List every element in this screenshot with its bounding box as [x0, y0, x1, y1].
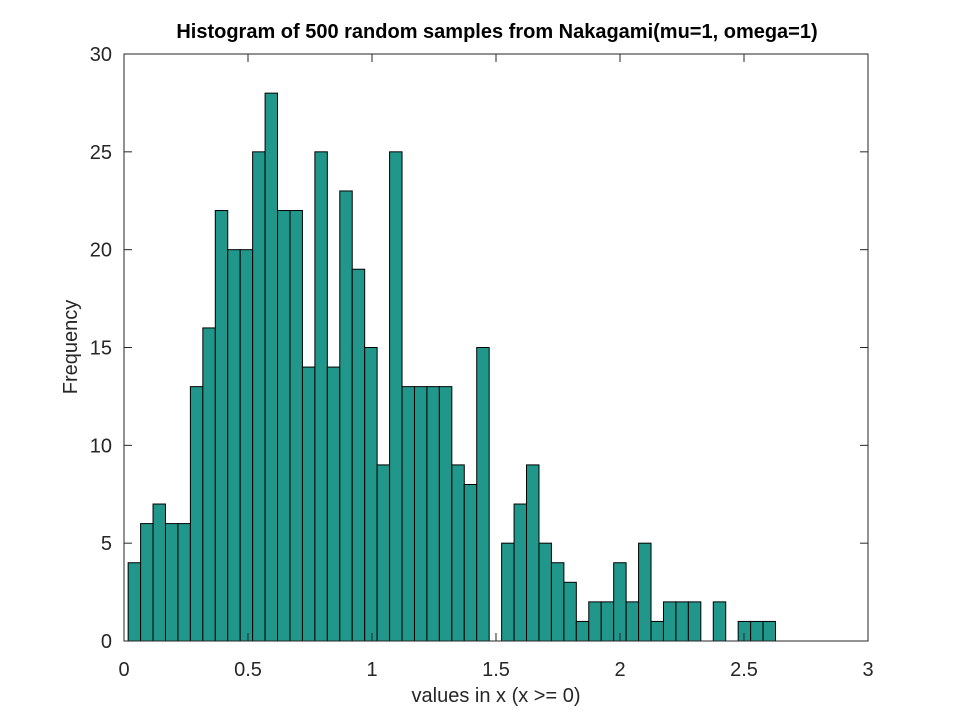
histogram-bar [650, 620, 664, 642]
histogram-bar [252, 151, 266, 642]
histogram-bar [675, 601, 689, 642]
histogram-bar [613, 562, 627, 642]
y-tick-label: 0 [101, 631, 112, 653]
y-tick-label: 15 [90, 338, 112, 360]
histogram-bar [501, 542, 515, 642]
x-axis-ticks: 0 0.5 1 1.5 2 2.5 3 [118, 54, 874, 681]
histogram-bar [127, 562, 142, 642]
histogram-bar [189, 386, 204, 642]
histogram-bar [277, 210, 291, 642]
histogram-bar [463, 483, 478, 642]
histogram-bar [687, 601, 702, 642]
x-axis-label: values in x (x >= 0) [412, 685, 581, 707]
x-tick-label: 2.5 [730, 659, 758, 681]
histogram-bar [301, 366, 316, 642]
histogram-bar [563, 581, 577, 642]
histogram-bar [662, 601, 677, 642]
y-axis-label: Frequency [60, 300, 82, 395]
histogram-bar [762, 620, 777, 642]
y-axis-ticks: 0 5 10 15 20 25 30 [90, 44, 868, 653]
histogram-bar [588, 601, 602, 642]
histogram-bar [326, 366, 341, 642]
y-tick-label: 30 [90, 44, 112, 66]
histogram-bar [152, 503, 166, 642]
histogram-bar [177, 523, 191, 642]
histogram-bar [438, 386, 453, 642]
y-tick-label: 20 [90, 240, 112, 262]
x-tick-label: 1 [366, 659, 377, 681]
histogram-bar [339, 190, 353, 642]
histogram-bar [164, 523, 179, 642]
histogram-bar [413, 386, 428, 642]
histogram-bar [426, 386, 440, 642]
x-tick-label: 0 [118, 659, 129, 681]
histogram-bar [289, 210, 303, 642]
histogram-bar [314, 151, 328, 642]
histogram-bar [625, 601, 640, 642]
histogram-bar [214, 210, 229, 642]
histogram-bar [389, 151, 403, 642]
histogram-bar [750, 620, 764, 642]
histogram-bar [239, 249, 254, 642]
histogram-bar [451, 464, 465, 642]
histogram-bar [550, 562, 565, 642]
histogram-bar [376, 464, 391, 642]
histogram-bar [351, 268, 366, 642]
histogram-bar [526, 464, 540, 642]
histogram-bar [476, 347, 490, 642]
y-tick-label: 10 [90, 435, 112, 457]
histogram-bar [202, 327, 216, 642]
x-tick-label: 2 [614, 659, 625, 681]
histogram-bar [538, 542, 552, 642]
y-tick-label: 5 [101, 533, 112, 555]
histogram-bar [575, 620, 590, 642]
histogram-bar [364, 347, 378, 642]
histogram-bar [513, 503, 528, 642]
chart-title: Histogram of 500 random samples from Nak… [176, 21, 817, 43]
histogram-bar [600, 601, 615, 642]
x-tick-label: 0.5 [234, 659, 262, 681]
x-tick-label: 1.5 [482, 659, 510, 681]
histogram-bar [227, 249, 241, 642]
x-tick-label: 3 [862, 659, 873, 681]
histogram-bar [638, 542, 652, 642]
histogram-bar [264, 92, 279, 642]
histogram-bar [712, 601, 727, 642]
histogram-bar [140, 523, 154, 642]
y-tick-label: 25 [90, 142, 112, 164]
histogram-bar [401, 386, 415, 642]
